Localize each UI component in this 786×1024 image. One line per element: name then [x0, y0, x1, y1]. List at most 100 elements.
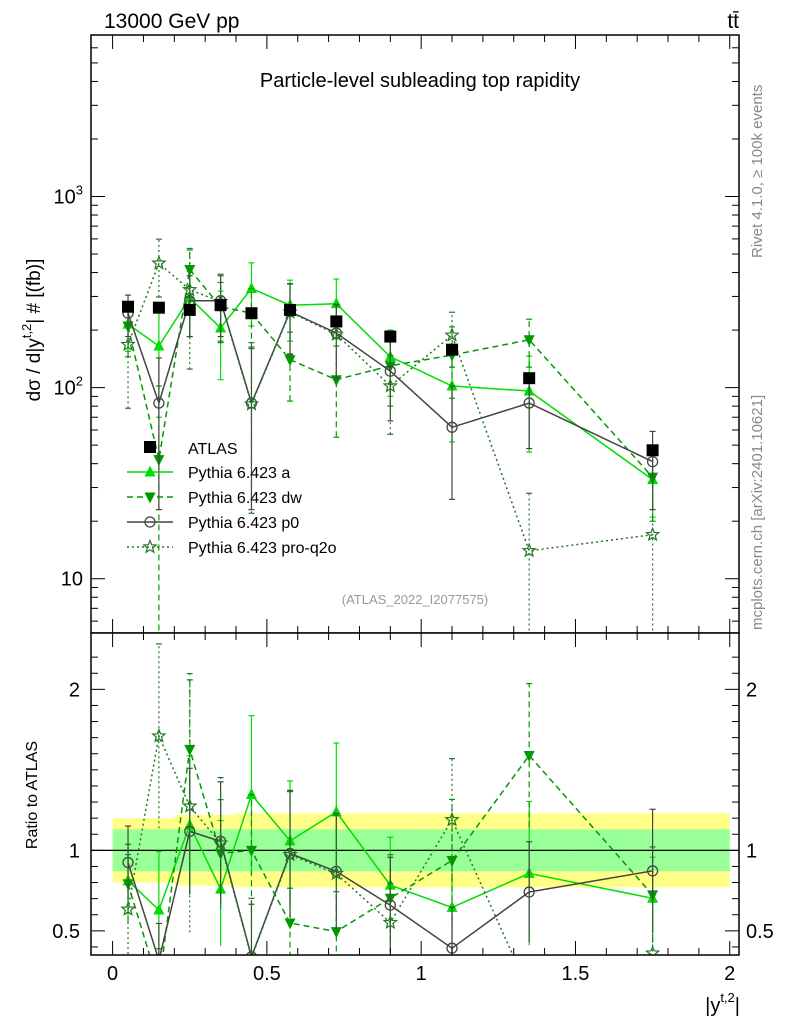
data-point	[245, 282, 257, 294]
legend-marker	[142, 538, 158, 554]
x-tick-label: 1	[416, 963, 427, 985]
reference-point	[284, 303, 297, 316]
ratio-point	[212, 835, 229, 850]
ratio-point	[181, 797, 198, 813]
ratio-point	[120, 901, 136, 916]
data-point	[151, 254, 167, 270]
analysis-watermark: (ATLAS_2022_I2077575)	[342, 592, 488, 607]
process-label: tt̄	[727, 10, 739, 33]
main-content	[120, 238, 661, 633]
x-tick-label: 0	[107, 963, 118, 985]
reference-point	[214, 299, 227, 312]
legend-label: Pythia 6.423 dw	[188, 490, 302, 507]
ratio-point	[245, 845, 257, 857]
y-tick-base: 10	[54, 378, 76, 400]
reference-point	[330, 315, 343, 328]
ratio-line	[127, 733, 653, 955]
legend-label: Pythia 6.423 a	[188, 465, 290, 482]
legend-label: Pythia 6.423 pro-q2o	[188, 540, 337, 557]
ratio-frame	[90, 632, 740, 956]
ratio-y-tick-label-right: 1	[746, 840, 757, 862]
ratio-point	[646, 865, 659, 877]
ratio-point	[330, 927, 342, 939]
reference-point	[183, 303, 196, 316]
ratio-point	[157, 954, 161, 955]
y-tick-label: 103	[54, 183, 83, 209]
x-label-part-a: |y	[705, 995, 720, 1017]
data-point	[328, 326, 345, 341]
data-point	[284, 355, 296, 367]
legend: ATLAS Pythia 6.423 a Pythia 6.423 dw Pythia…	[127, 441, 337, 557]
y-label-part-b: | # [(fb)]	[24, 259, 45, 324]
x-tick-label: 0.5	[253, 963, 281, 985]
ratio-point	[444, 811, 460, 827]
data-point	[153, 397, 165, 409]
ratio-point	[284, 918, 296, 930]
data-point	[523, 335, 535, 347]
y-axis-label-main: dσ / d|yt,2| # [(fb)]	[19, 259, 45, 402]
data-point	[444, 327, 460, 342]
ratio-point	[328, 865, 345, 881]
legend-marker	[144, 465, 156, 477]
y-tick-exponent: 3	[76, 183, 83, 198]
ratio-point	[184, 744, 196, 756]
ratio-content	[91, 643, 739, 997]
x-axis-label: |yt,2|	[705, 990, 740, 1017]
reference-point	[646, 444, 659, 457]
y-axis-label-ratio: Ratio to ATLAS	[24, 741, 41, 849]
data-point	[243, 395, 260, 411]
y-label-sup: t,2	[19, 324, 34, 338]
reference-point	[446, 343, 459, 356]
main-plot-area	[91, 35, 739, 633]
plot-title: Particle-level subleading top rapidity	[260, 70, 580, 92]
ratio-point	[644, 944, 661, 955]
data-point	[181, 281, 198, 297]
reference-series	[122, 299, 659, 457]
energy-label: 13000 GeV pp	[104, 10, 239, 33]
y-tick-label: 102	[54, 374, 83, 400]
ratio-panel: 0 0.5 1 1.5 2 0.5 0.5 1 1 2 2	[52, 632, 774, 997]
data-point	[153, 339, 165, 351]
ratio-y-tick-label: 0.5	[52, 921, 80, 943]
legend-marker	[144, 516, 156, 528]
x-label-sup: t,2	[720, 990, 734, 1005]
reference-point	[122, 300, 135, 313]
x-label-part-b: |	[735, 995, 740, 1017]
data-point	[644, 526, 661, 542]
ratio-point	[523, 750, 535, 762]
legend-label: Pythia 6.423 p0	[188, 515, 299, 532]
data-point	[646, 455, 659, 468]
data-point	[382, 377, 399, 393]
ratio-point	[245, 787, 257, 799]
ratio-point	[382, 914, 399, 930]
y-tick-base: 10	[61, 569, 83, 591]
y-tick-base: 10	[54, 187, 76, 209]
y-tick-label: 10	[61, 569, 83, 591]
ratio-y-tick-label-right: 0.5	[746, 921, 774, 943]
ratio-point	[151, 727, 167, 743]
y-label-part-a: dσ / d|y	[24, 338, 45, 402]
data-point	[184, 265, 196, 277]
ratio-point	[282, 846, 298, 862]
ratio-y-tick-label: 1	[69, 840, 80, 862]
ratio-point	[523, 985, 535, 997]
legend-label-atlas: ATLAS	[188, 441, 238, 458]
ratio-line	[127, 749, 654, 955]
legend-marker	[144, 492, 156, 504]
ratio-series-4	[120, 643, 661, 997]
ratio-point	[446, 856, 458, 868]
ratio-plot-area	[91, 633, 739, 955]
reference-point	[523, 372, 536, 385]
data-point	[120, 336, 136, 352]
mcplots-citation-label: mcplots.cern.ch [arXiv:2401.10621]	[749, 395, 766, 630]
y-tick-exponent: 2	[76, 374, 83, 389]
rivet-version-label: Rivet 4.1.0, ≥ 100k events	[749, 85, 766, 258]
x-tick-label: 2	[724, 963, 735, 985]
x-tick-label: 1.5	[562, 963, 590, 985]
legend-marker-atlas	[144, 441, 156, 453]
ratio-axis-ticks: 0 0.5 1 1.5 2 0.5 0.5 1 1 2 2	[52, 633, 774, 985]
ratio-y-tick-label: 2	[69, 679, 80, 701]
